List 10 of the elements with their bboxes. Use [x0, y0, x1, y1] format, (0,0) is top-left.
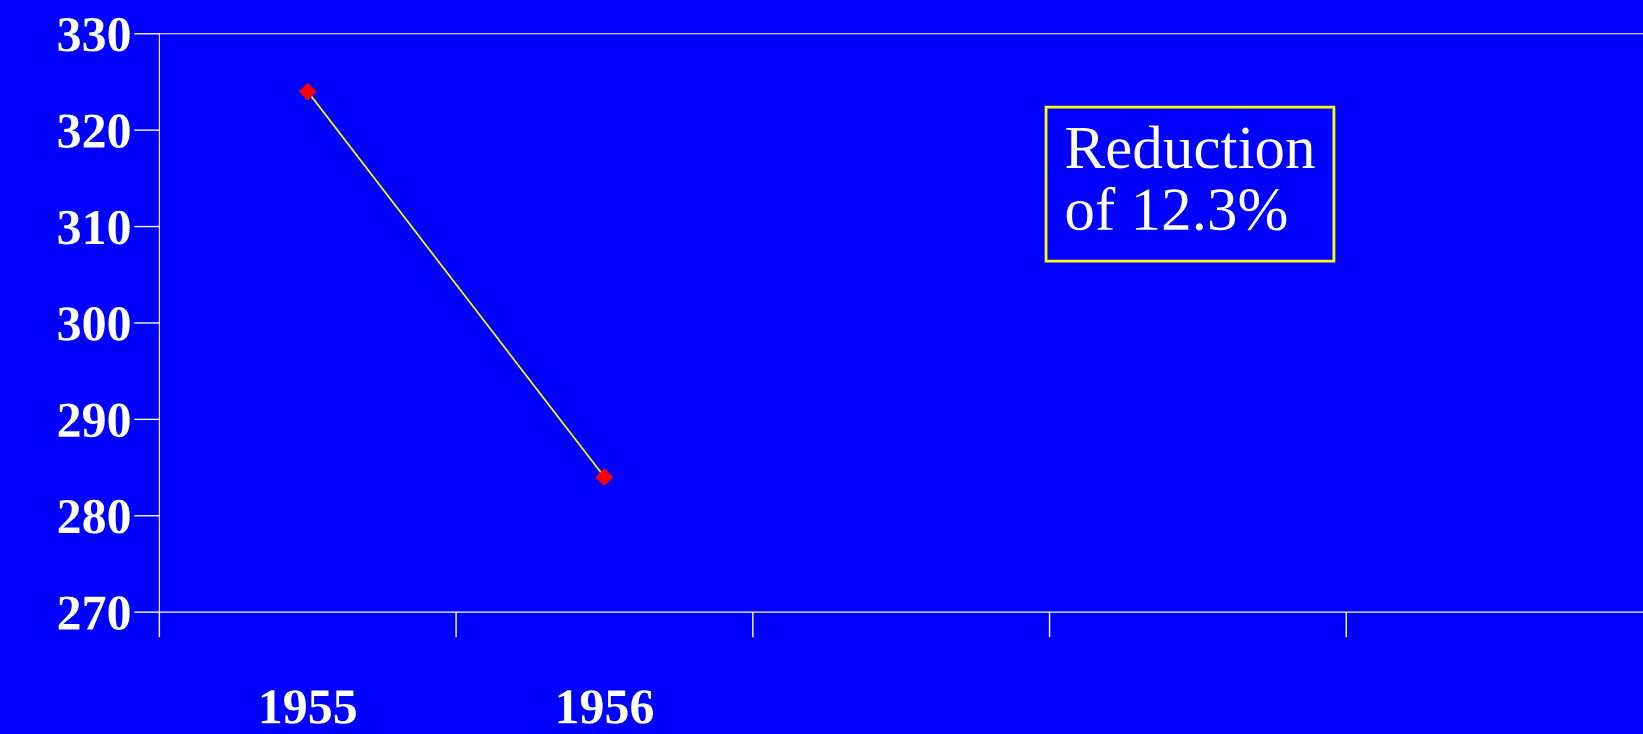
y-tick-label: 280: [58, 499, 130, 534]
annotation: Reduction of 12.3%: [1066, 125, 1315, 231]
y-tick-label: 270: [58, 596, 130, 630]
x-tick-label: 1955: [261, 690, 356, 724]
y-tick-label: 300: [58, 307, 130, 341]
x-tick-label: 1956: [558, 690, 653, 724]
y-tick-label: 310: [58, 210, 130, 245]
y-tick-label: 330: [58, 17, 130, 52]
y-tick-label: 290: [58, 403, 130, 438]
y-tick-label: 320: [58, 114, 130, 148]
